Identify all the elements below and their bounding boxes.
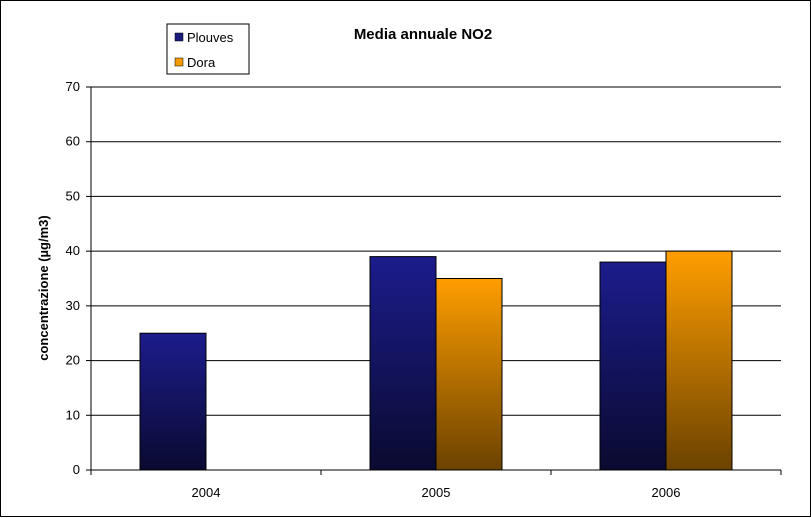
x-tick-label: 2005 bbox=[422, 485, 451, 500]
legend-swatch-plouves bbox=[174, 32, 184, 42]
bar-dora-2005 bbox=[435, 278, 503, 471]
legend-label-dora: Dora bbox=[187, 55, 216, 70]
y-tick-label: 50 bbox=[66, 188, 80, 203]
y-tick-label: 0 bbox=[73, 462, 80, 477]
bar-dora-2006 bbox=[665, 250, 733, 471]
bar-plouves-2006 bbox=[599, 261, 667, 471]
chart-title: Media annuale NO2 bbox=[354, 26, 492, 43]
y-tick-label: 60 bbox=[66, 134, 80, 149]
bars bbox=[139, 250, 733, 471]
y-tick-label: 30 bbox=[66, 298, 80, 313]
y-axis-label: concentrazione (µg/m3) bbox=[36, 215, 51, 360]
legend-swatch-dora bbox=[174, 57, 184, 67]
axes: 0 10 20 30 40 50 60 70 2004 2005 2006 bbox=[66, 79, 782, 500]
legend: Plouves Dora bbox=[166, 23, 250, 75]
x-tick-label: 2004 bbox=[192, 485, 221, 500]
bar-plouves-2004 bbox=[139, 332, 207, 471]
y-tick-label: 70 bbox=[66, 79, 80, 94]
bar-plouves-2005 bbox=[369, 256, 437, 471]
y-tick-label: 40 bbox=[66, 243, 80, 258]
legend-label-plouves: Plouves bbox=[187, 30, 234, 45]
y-tick-label: 10 bbox=[66, 407, 80, 422]
x-tick-label: 2006 bbox=[652, 485, 681, 500]
y-tick-label: 20 bbox=[66, 353, 80, 368]
